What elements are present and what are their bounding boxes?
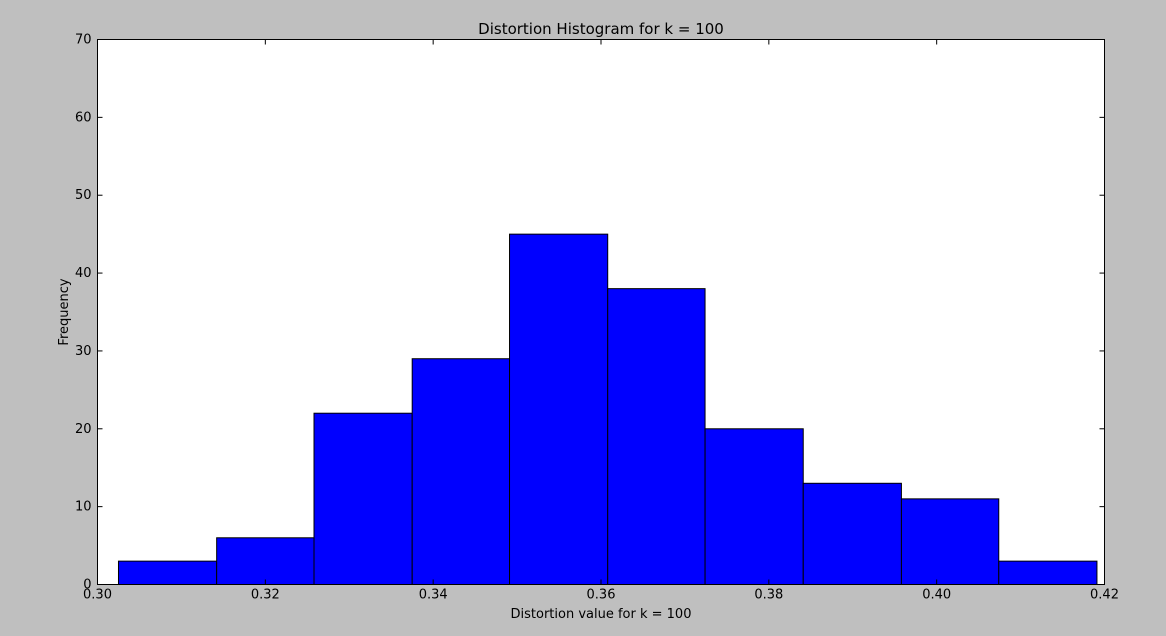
- y-tick-label-6: 60: [75, 110, 92, 125]
- y-tick-label-5: 50: [75, 188, 92, 203]
- x-tick-label-5: 0.40: [922, 588, 951, 603]
- y-tick-label-4: 40: [75, 266, 92, 281]
- ticks-layer: 0.30 0.32 0.34 0.36 0.38 0.40 0.42 0 10 20 30 40 50 6…: [75, 33, 1119, 603]
- y-tick-label-2: 20: [75, 422, 92, 437]
- histogram-bar-3: [313, 412, 413, 586]
- x-tick-label-2: 0.34: [419, 588, 448, 603]
- histogram-bar-1: [117, 560, 218, 586]
- x-tick-label-3: 0.36: [587, 588, 616, 603]
- histogram-bar-2: [216, 537, 315, 585]
- y-tick-label-0: 0: [83, 578, 91, 593]
- x-tick-label-6: 0.42: [1090, 588, 1119, 603]
- plot-frame: [97, 39, 1105, 585]
- x-tick-label-0: 0.30: [83, 588, 112, 603]
- chart-title: Distortion Histogram for k = 100: [478, 20, 724, 38]
- bars-layer: [117, 233, 1098, 586]
- histogram-bar-8: [802, 482, 902, 585]
- y-tick-label-7: 70: [75, 33, 92, 48]
- histogram-bar-10: [998, 560, 1098, 586]
- histogram-bar-9: [900, 498, 1000, 586]
- histogram-bar-6: [607, 288, 706, 585]
- histogram-bar-4: [411, 358, 511, 586]
- histogram-bar-5: [509, 233, 609, 585]
- x-tick-label-4: 0.38: [754, 588, 783, 603]
- x-axis-label: Distortion value for k = 100: [511, 607, 692, 622]
- x-tick-label-1: 0.32: [251, 588, 280, 603]
- y-axis-label: Frequency: [57, 278, 72, 345]
- y-tick-label-3: 30: [75, 344, 92, 359]
- histogram-bar-7: [704, 428, 804, 585]
- y-tick-label-1: 10: [75, 500, 92, 515]
